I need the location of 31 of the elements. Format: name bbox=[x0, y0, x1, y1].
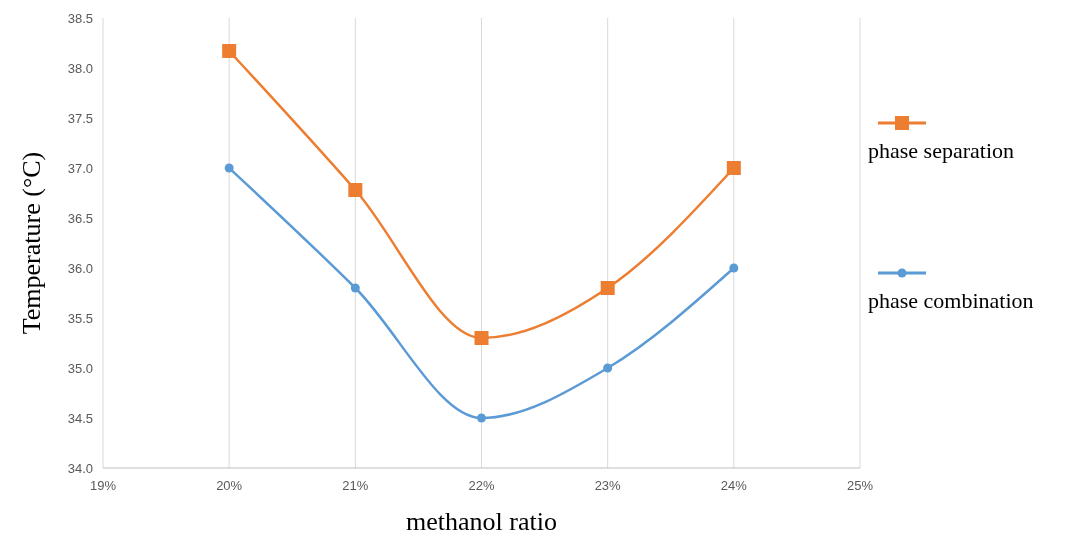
x-tick-label: 19% bbox=[89, 478, 117, 493]
point bbox=[600, 281, 615, 295]
x-tick-label: 23% bbox=[594, 478, 622, 493]
point bbox=[603, 363, 613, 373]
y-tick-label: 35.5 bbox=[67, 310, 93, 326]
point bbox=[729, 263, 739, 273]
point bbox=[474, 331, 489, 345]
x-tick-label: 21% bbox=[342, 478, 369, 493]
y-tick-label: 36.5 bbox=[67, 210, 93, 226]
y-tick-label: 35.0 bbox=[67, 360, 93, 376]
y-tick-label: 37.5 bbox=[67, 110, 93, 126]
point bbox=[726, 161, 741, 175]
x-tick-label: 20% bbox=[216, 478, 243, 493]
x-tick-label: 22% bbox=[468, 478, 495, 493]
y-tick-label: 36.0 bbox=[67, 260, 93, 276]
y-tick-label: 38.5 bbox=[67, 10, 93, 26]
y-tick-label: 37.0 bbox=[67, 160, 93, 176]
x-tick-label: 25% bbox=[846, 478, 874, 493]
point bbox=[477, 413, 486, 423]
y-tick-label: 34.5 bbox=[67, 410, 93, 426]
point bbox=[222, 44, 237, 58]
point bbox=[224, 163, 234, 173]
point bbox=[348, 183, 363, 197]
legend-label: phase separation bbox=[868, 138, 1014, 163]
x-axis-title: methanol ratio bbox=[406, 507, 557, 536]
x-tick-label: 24% bbox=[720, 478, 748, 493]
y-tick-label: 38.0 bbox=[67, 60, 93, 76]
legend-label: phase combination bbox=[868, 288, 1034, 313]
point bbox=[350, 283, 360, 293]
y-axis-title: Temperature (°C) bbox=[17, 151, 46, 335]
y-tick-label: 34.0 bbox=[67, 460, 93, 476]
